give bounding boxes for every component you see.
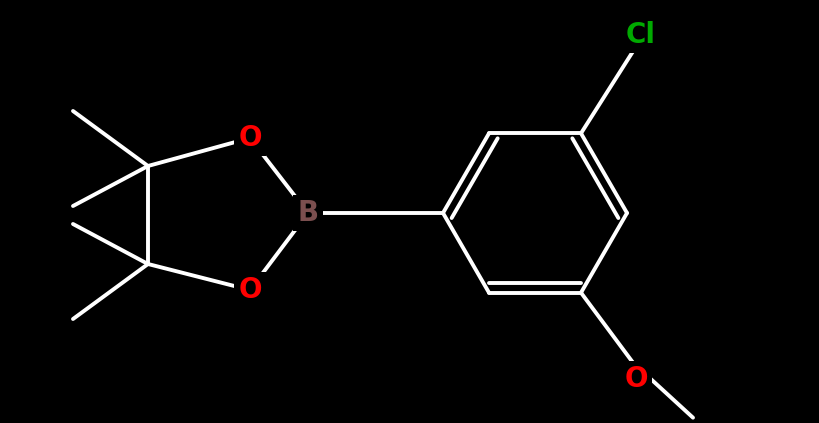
Text: Cl: Cl <box>625 21 655 49</box>
Text: O: O <box>238 276 261 304</box>
Text: O: O <box>623 365 647 393</box>
Text: O: O <box>238 124 261 152</box>
Text: B: B <box>297 199 318 227</box>
